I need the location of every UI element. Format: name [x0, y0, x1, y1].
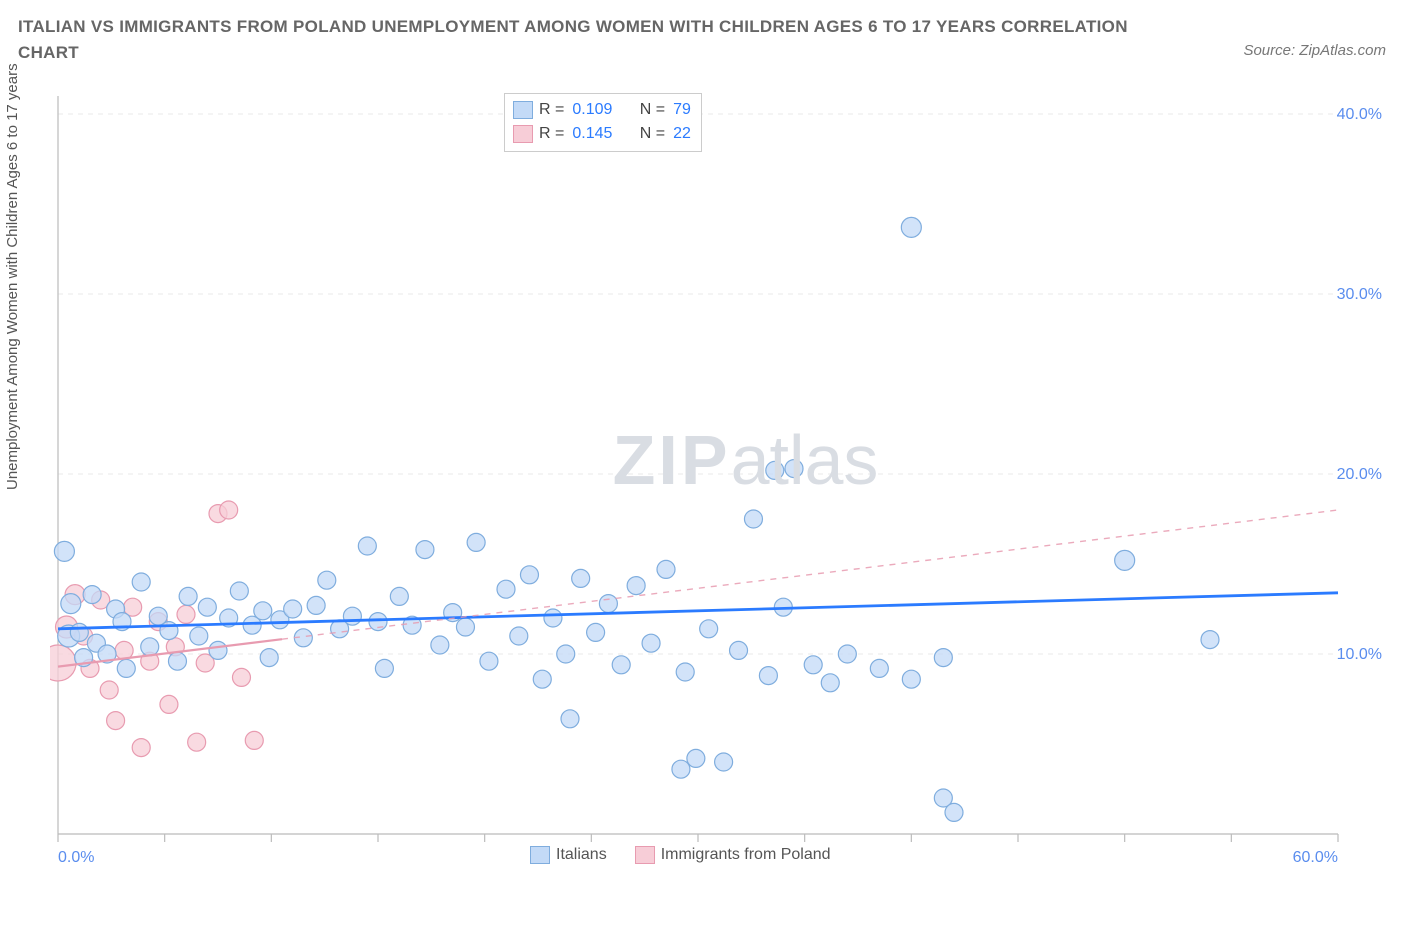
correlation-legend-row: R =0.145 N =22	[513, 122, 693, 146]
legend-label: Italians	[556, 846, 607, 864]
legend-swatch	[530, 846, 550, 864]
legend-label: Immigrants from Poland	[661, 846, 831, 864]
n-value: 22	[673, 122, 691, 146]
n-value: 79	[673, 98, 691, 122]
legend-swatch	[513, 101, 533, 119]
legend-item: Immigrants from Poland	[635, 846, 831, 864]
r-value: 0.145	[572, 122, 612, 146]
correlation-legend-row: R =0.109 N =79	[513, 98, 693, 122]
r-value: 0.109	[572, 98, 612, 122]
legend-item: Italians	[530, 846, 607, 864]
svg-text:10.0%: 10.0%	[1337, 646, 1382, 663]
legend-swatch	[513, 125, 533, 143]
figure: ITALIAN VS IMMIGRANTS FROM POLAND UNEMPL…	[0, 0, 1406, 930]
correlation-legend-box: R =0.109 N =79R =0.145 N =22	[504, 93, 702, 152]
bottom-legend: Italians Immigrants from Poland	[530, 846, 851, 864]
source-attribution: Source: ZipAtlas.com	[1243, 42, 1386, 59]
svg-text:40.0%: 40.0%	[1337, 106, 1382, 123]
svg-text:0.0%: 0.0%	[58, 849, 94, 866]
chart-title: ITALIAN VS IMMIGRANTS FROM POLAND UNEMPL…	[18, 14, 1138, 67]
y-axis-label: Unemployment Among Women with Children A…	[4, 63, 21, 490]
svg-text:30.0%: 30.0%	[1337, 286, 1382, 303]
scatter-svg: 0.0% 60.0% 10.0% 20.0% 30.0% 40.0%	[50, 90, 1386, 880]
svg-text:20.0%: 20.0%	[1337, 466, 1382, 483]
legend-swatch	[635, 846, 655, 864]
plot-area: 0.0%60.0%10.0%20.0%30.0%40.0% ZIPatlas R…	[50, 90, 1386, 880]
svg-text:60.0%: 60.0%	[1293, 849, 1338, 866]
